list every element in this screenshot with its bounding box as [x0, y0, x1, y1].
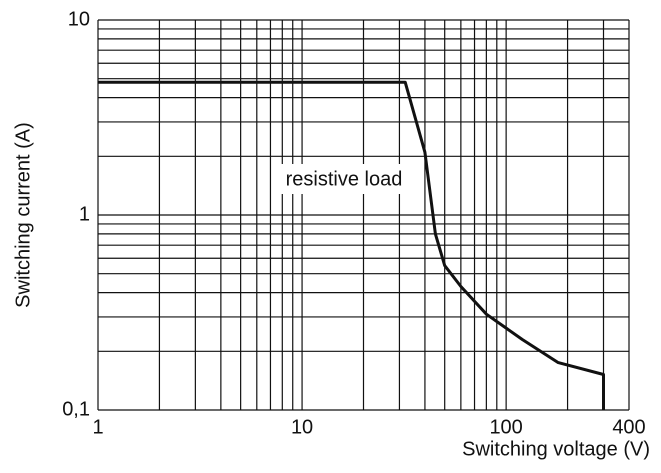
- x-tick-label: 1: [92, 416, 103, 438]
- y-tick-label: 10: [68, 8, 90, 30]
- y-tick-label: 0,1: [62, 398, 90, 420]
- data-line: [98, 80, 605, 410]
- y-tick-label: 1: [79, 203, 90, 225]
- x-tick-label: 100: [489, 416, 522, 438]
- annotation-bg: [272, 164, 412, 194]
- y-axis-label: Switching current (A): [12, 122, 34, 308]
- annotation: resistive load: [286, 168, 403, 190]
- x-tick-label: 400: [612, 416, 645, 438]
- x-axis-label: Switching voltage (V): [462, 438, 650, 460]
- x-tick-label: 10: [291, 416, 313, 438]
